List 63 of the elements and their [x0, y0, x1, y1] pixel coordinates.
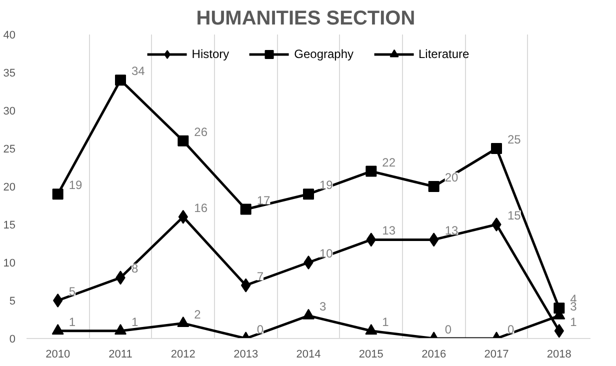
- point: [52, 324, 64, 335]
- chart-title: HUMANITIES SECTION: [196, 8, 416, 30]
- x-tick-label: 2015: [358, 348, 384, 360]
- data-label: 3: [320, 300, 326, 314]
- point: [115, 74, 126, 86]
- y-tick-label: 40: [3, 30, 16, 42]
- point: [114, 324, 126, 335]
- data-label: 13: [382, 224, 396, 238]
- data-label: 1: [68, 314, 76, 329]
- y-tick-label: 5: [9, 296, 16, 308]
- point: [303, 188, 314, 200]
- data-label: 1: [382, 314, 390, 329]
- data-label: 1: [570, 314, 578, 329]
- legend-label: Literature: [418, 47, 470, 61]
- data-label: 5: [68, 284, 76, 298]
- point: [366, 166, 377, 177]
- data-label: 2: [194, 307, 202, 322]
- point: [178, 135, 189, 146]
- data-label: 0: [256, 322, 264, 336]
- data-label: 13: [444, 224, 459, 238]
- point: [491, 143, 502, 154]
- point: [365, 324, 378, 335]
- data-label: 19: [68, 178, 83, 192]
- data-label: 25: [508, 132, 522, 146]
- x-tick-label: 2018: [546, 348, 572, 360]
- legend-label: History: [192, 47, 230, 61]
- x-tick-label: 2017: [484, 348, 509, 360]
- point: [492, 218, 502, 232]
- data-label: 19: [320, 178, 334, 192]
- y-tick-label: 15: [3, 220, 16, 232]
- data-label: 15: [508, 208, 522, 222]
- data-label: 26: [194, 124, 208, 139]
- x-tick-label: 2011: [108, 348, 132, 360]
- data-label: 17: [256, 193, 271, 208]
- point: [302, 308, 314, 320]
- point: [53, 294, 63, 308]
- y-tick-label: 20: [3, 182, 16, 194]
- x-tick-label: 2012: [170, 348, 196, 360]
- x-tick-label: 2010: [46, 348, 70, 360]
- data-label: 0: [444, 322, 452, 336]
- x-tick-label: 2013: [234, 348, 258, 360]
- y-tick-label: 30: [3, 106, 16, 118]
- point: [428, 181, 440, 192]
- y-tick-label: 25: [3, 144, 16, 156]
- legend-label: Geography: [294, 47, 354, 61]
- data-label: 16: [194, 200, 208, 215]
- y-tick-label: 10: [3, 258, 16, 270]
- y-tick-label: 0: [9, 334, 16, 346]
- point: [52, 188, 64, 200]
- x-tick-label: 2014: [296, 348, 321, 360]
- point: [304, 256, 314, 270]
- point: [177, 316, 190, 327]
- x-tick-label: 2016: [422, 348, 446, 360]
- data-label: 20: [444, 170, 459, 184]
- data-label: 1: [132, 314, 138, 329]
- point: [240, 204, 252, 215]
- data-label: 34: [132, 64, 146, 78]
- data-label: 7: [256, 269, 264, 284]
- data-label: 10: [320, 246, 334, 260]
- data-label: 0: [508, 322, 514, 336]
- y-tick-label: 35: [3, 68, 16, 80]
- data-label: 22: [382, 155, 396, 170]
- data-label: 8: [132, 262, 138, 276]
